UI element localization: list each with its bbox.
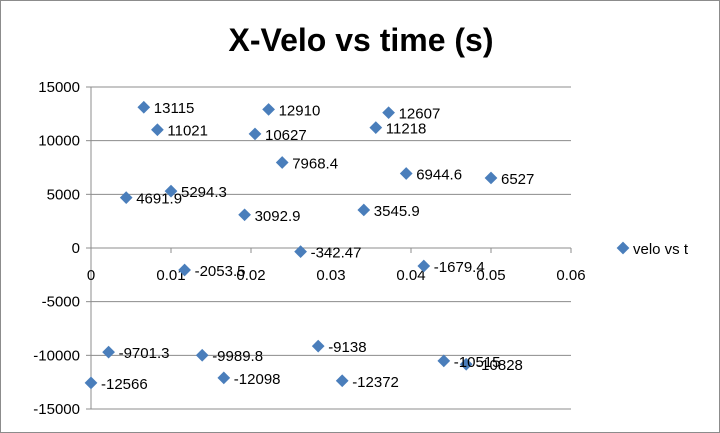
data-labels: -12566 -9701.3 4691.9 13115 11021 5294.3 -2053… [101,100,534,393]
x-tick-label: 0.05 [476,267,505,284]
data-label: -1679.4 [434,259,485,276]
data-point [102,345,115,359]
data-label: -10515 [454,354,501,371]
data-point [311,339,325,353]
data-label: -342.47 [311,245,362,262]
data-label: -12372 [352,374,399,391]
data-label: 12910 [279,102,321,119]
chart-title: X-Velo vs time (s) [229,22,494,58]
data-point [195,348,209,362]
legend-entry: velo vs t [633,241,689,258]
x-tick-label: 0.04 [396,267,425,284]
data-label: -9989.8 [212,348,263,365]
data-label: -9138 [328,339,366,356]
y-tick-label: -15000 [33,401,80,418]
data-point [437,354,451,368]
data-point [217,371,231,385]
data-label: 6944.6 [416,166,462,183]
y-tick-label: 5000 [47,186,80,203]
data-point [262,103,275,116]
data-label: 5294.3 [181,184,227,201]
x-tick-label: 0.03 [316,267,345,284]
data-label: 11021 [167,123,208,140]
data-label: 10627 [265,127,307,144]
data-point [151,123,164,137]
x-tick-label: 0 [87,267,95,284]
data-label: -2053.5 [195,263,246,280]
data-label: 7968.4 [292,155,338,172]
data-label: 11218 [386,121,427,138]
data-label: 3092.9 [255,208,301,225]
data-point [399,167,413,180]
data-point [459,357,473,371]
data-point [484,171,498,185]
data-label: -9701.3 [119,345,170,362]
data-label: 4691.9 [136,191,182,208]
x-tick-label: 0.06 [556,267,585,284]
data-point [119,191,133,205]
axes [86,86,572,410]
x-tick-label: 0.01 [156,267,185,284]
data-label: 3545.9 [374,203,420,220]
data-point [238,208,251,222]
data-point [335,374,349,388]
data-label: -12098 [234,371,281,388]
legend-marker [616,241,630,255]
data-point [178,263,191,277]
data-point [294,245,307,259]
data-point [382,106,395,120]
y-tick-label: 0 [72,240,80,257]
x-tick-label: 0.02 [236,267,265,284]
y-tick-label: 15000 [38,79,80,96]
y-tick-label: -10000 [33,347,80,364]
data-point [275,156,289,169]
data-point [164,184,178,198]
data-point [248,127,262,141]
data-points [84,100,498,390]
data-point [417,259,431,273]
data-point [137,100,151,114]
data-label: 6527 [501,171,534,188]
data-label: 12607 [399,106,441,123]
data-point [369,121,383,134]
y-tick-label: 10000 [38,133,80,150]
data-point [84,376,98,390]
y-tick-label: -5000 [42,294,80,311]
data-label: -10828 [476,357,523,374]
data-point [357,203,371,217]
tick-labels: -15000 -10000 -5000 0 5000 10000 15000 0 0.01 0.0… [33,79,585,418]
data-label: 13115 [154,100,195,117]
legend: velo vs t [616,241,689,258]
data-label: -12566 [101,376,148,393]
